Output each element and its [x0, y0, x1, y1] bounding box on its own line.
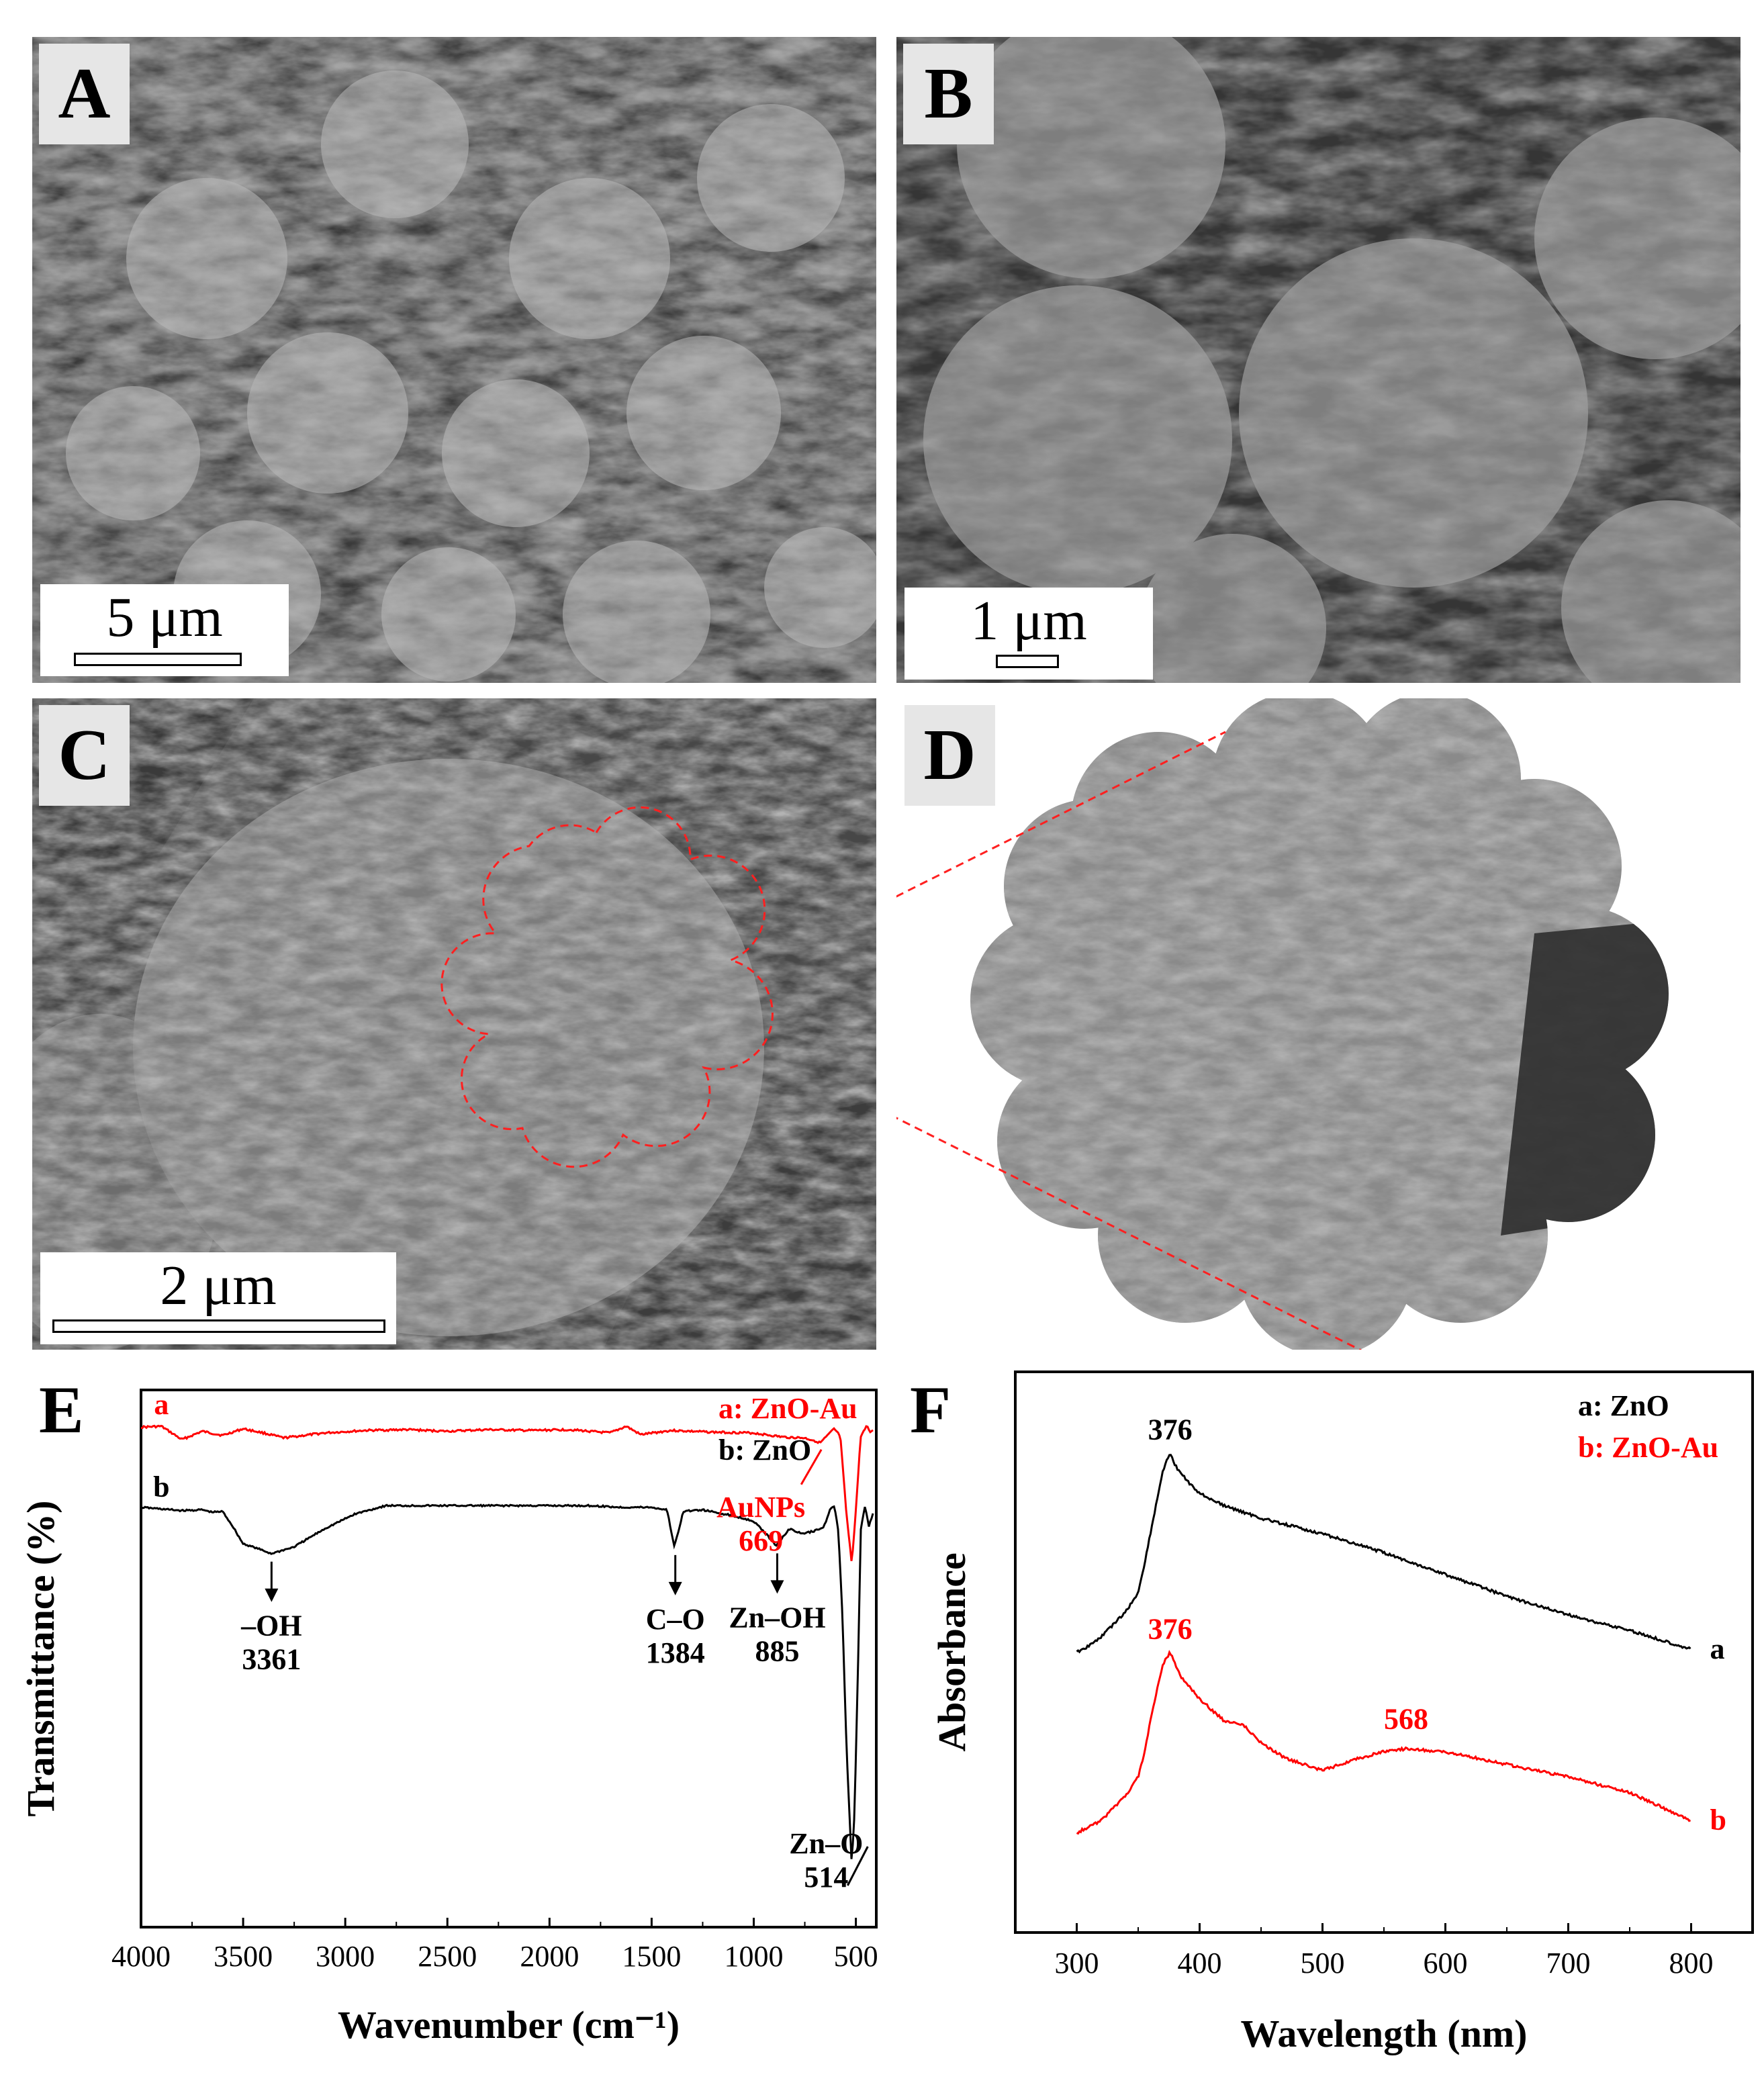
panel-d-label: D: [904, 705, 995, 806]
panel-b: B 1 μm: [896, 37, 1740, 683]
x-tick-label: 400: [1178, 1947, 1222, 1980]
sem-image-b-texture: [896, 37, 1740, 683]
znoh-peak-value: 885: [755, 1634, 799, 1667]
series-line-a: [1076, 1454, 1691, 1654]
co-peak-arrowhead: [668, 1581, 682, 1595]
y-axis-label: Transmittance (%): [19, 1501, 62, 1817]
zno-peak-arrow: [846, 1846, 869, 1886]
sem-image-b: [896, 37, 1740, 683]
sem-image-c: [32, 698, 876, 1350]
zoom-connector-lines: [896, 731, 1362, 1350]
x-axis-label: Wavenumber (cm⁻¹): [338, 2003, 680, 2047]
x-tick-label: 3500: [214, 1940, 273, 1973]
legend-entry: a: ZnO: [1578, 1389, 1669, 1422]
oh-peak-arrowhead: [265, 1588, 279, 1602]
oh-peak-value: 3361: [242, 1643, 301, 1676]
panel-a: A 5 μm: [32, 37, 876, 683]
x-tick-label: 800: [1669, 1947, 1714, 1980]
y-axis-label: Absorbance: [930, 1552, 974, 1751]
x-tick-label: 500: [1301, 1947, 1345, 1980]
scale-bar-a-label: 5 μm: [106, 586, 223, 649]
aunp-label: AuNPs: [716, 1491, 805, 1524]
ftir-chart: 4000 3500 3000 2500 2000 1500 1000 500 Wavenumbe…: [19, 1388, 878, 2047]
sem-image-c-texture: [32, 698, 876, 1350]
x-tick-label: 600: [1424, 1947, 1468, 1980]
panel-f: F 300 400 500 600 700 800 Wavelength (nm) Absor…: [886, 1363, 1764, 2090]
series-label-a: a: [1710, 1632, 1725, 1665]
peak-label-b-568: 568: [1384, 1702, 1428, 1735]
sem-image-a-texture: [32, 37, 876, 683]
aunp-value: 669: [739, 1524, 783, 1557]
zoom-inset: [896, 698, 1669, 1350]
scale-bar-c-label: 2 μm: [160, 1254, 277, 1317]
panel-f-label: F: [910, 1373, 951, 1447]
panel-d: D: [896, 698, 1740, 1350]
x-tick-label: 3000: [316, 1940, 375, 1973]
zno-peak-value: 514: [804, 1861, 848, 1894]
x-tick-label: 2000: [520, 1940, 579, 1973]
scale-bar-b-label: 1 μm: [970, 590, 1087, 652]
scale-bar-b-bar: [996, 655, 1059, 668]
uvvis-chart: 300 400 500 600 700 800 Wavelength (nm) Absorba…: [930, 1370, 1754, 2055]
panel-c-label: C: [39, 705, 130, 806]
panel-c: C 2 μm: [32, 698, 876, 1350]
znoh-peak-label: Zn–OH: [729, 1601, 825, 1634]
series-label-b: b: [153, 1471, 169, 1503]
series-line-a: [141, 1424, 874, 1561]
aunp-arrow: [800, 1449, 823, 1485]
x-axis-label: Wavelength (nm): [1241, 2012, 1528, 2055]
peak-label-b-376: 376: [1148, 1613, 1193, 1646]
panel-e-label: E: [39, 1373, 84, 1447]
panel-b-label: B: [903, 44, 994, 144]
peak-label-a-376: 376: [1148, 1413, 1193, 1446]
oh-peak-label: –OH: [240, 1610, 301, 1642]
co-peak-value: 1384: [646, 1636, 705, 1669]
x-tick-label: 1000: [725, 1940, 784, 1973]
series-line-b: [140, 1503, 874, 1859]
scale-bar-c-bar: [52, 1319, 385, 1333]
x-tick-label: 700: [1546, 1947, 1591, 1980]
x-tick-label: 2500: [418, 1940, 477, 1973]
plot-frame: [140, 1389, 878, 1928]
scale-bar-c: 2 μm: [40, 1252, 396, 1344]
scale-bar-a: 5 μm: [40, 584, 289, 676]
zoom-region-outline: [440, 806, 774, 1168]
sem-image-a: [32, 37, 876, 683]
series-label-a: a: [154, 1388, 169, 1421]
legend-entry: a: ZnO-Au: [718, 1392, 857, 1425]
scale-bar-b: 1 μm: [904, 588, 1153, 680]
x-tick-label: 4000: [111, 1940, 171, 1973]
series-line-b: [1076, 1650, 1691, 1835]
series-label-b: b: [1710, 1804, 1726, 1836]
x-tick-label: 1500: [622, 1940, 681, 1973]
x-tick-label: 300: [1055, 1947, 1099, 1980]
scale-bar-a-bar: [74, 653, 242, 666]
panel-a-label: A: [39, 44, 130, 144]
zno-peak-label: Zn–O: [789, 1827, 863, 1860]
x-tick-label: 500: [834, 1940, 878, 1973]
znoh-peak-arrowhead: [770, 1580, 784, 1594]
panel-e: E 4000 3500 3000 2500 2000 1500 1000 500 Wavenum…: [0, 1363, 886, 2090]
legend-entry: b: ZnO-Au: [1578, 1431, 1718, 1464]
co-peak-label: C–O: [646, 1603, 705, 1636]
